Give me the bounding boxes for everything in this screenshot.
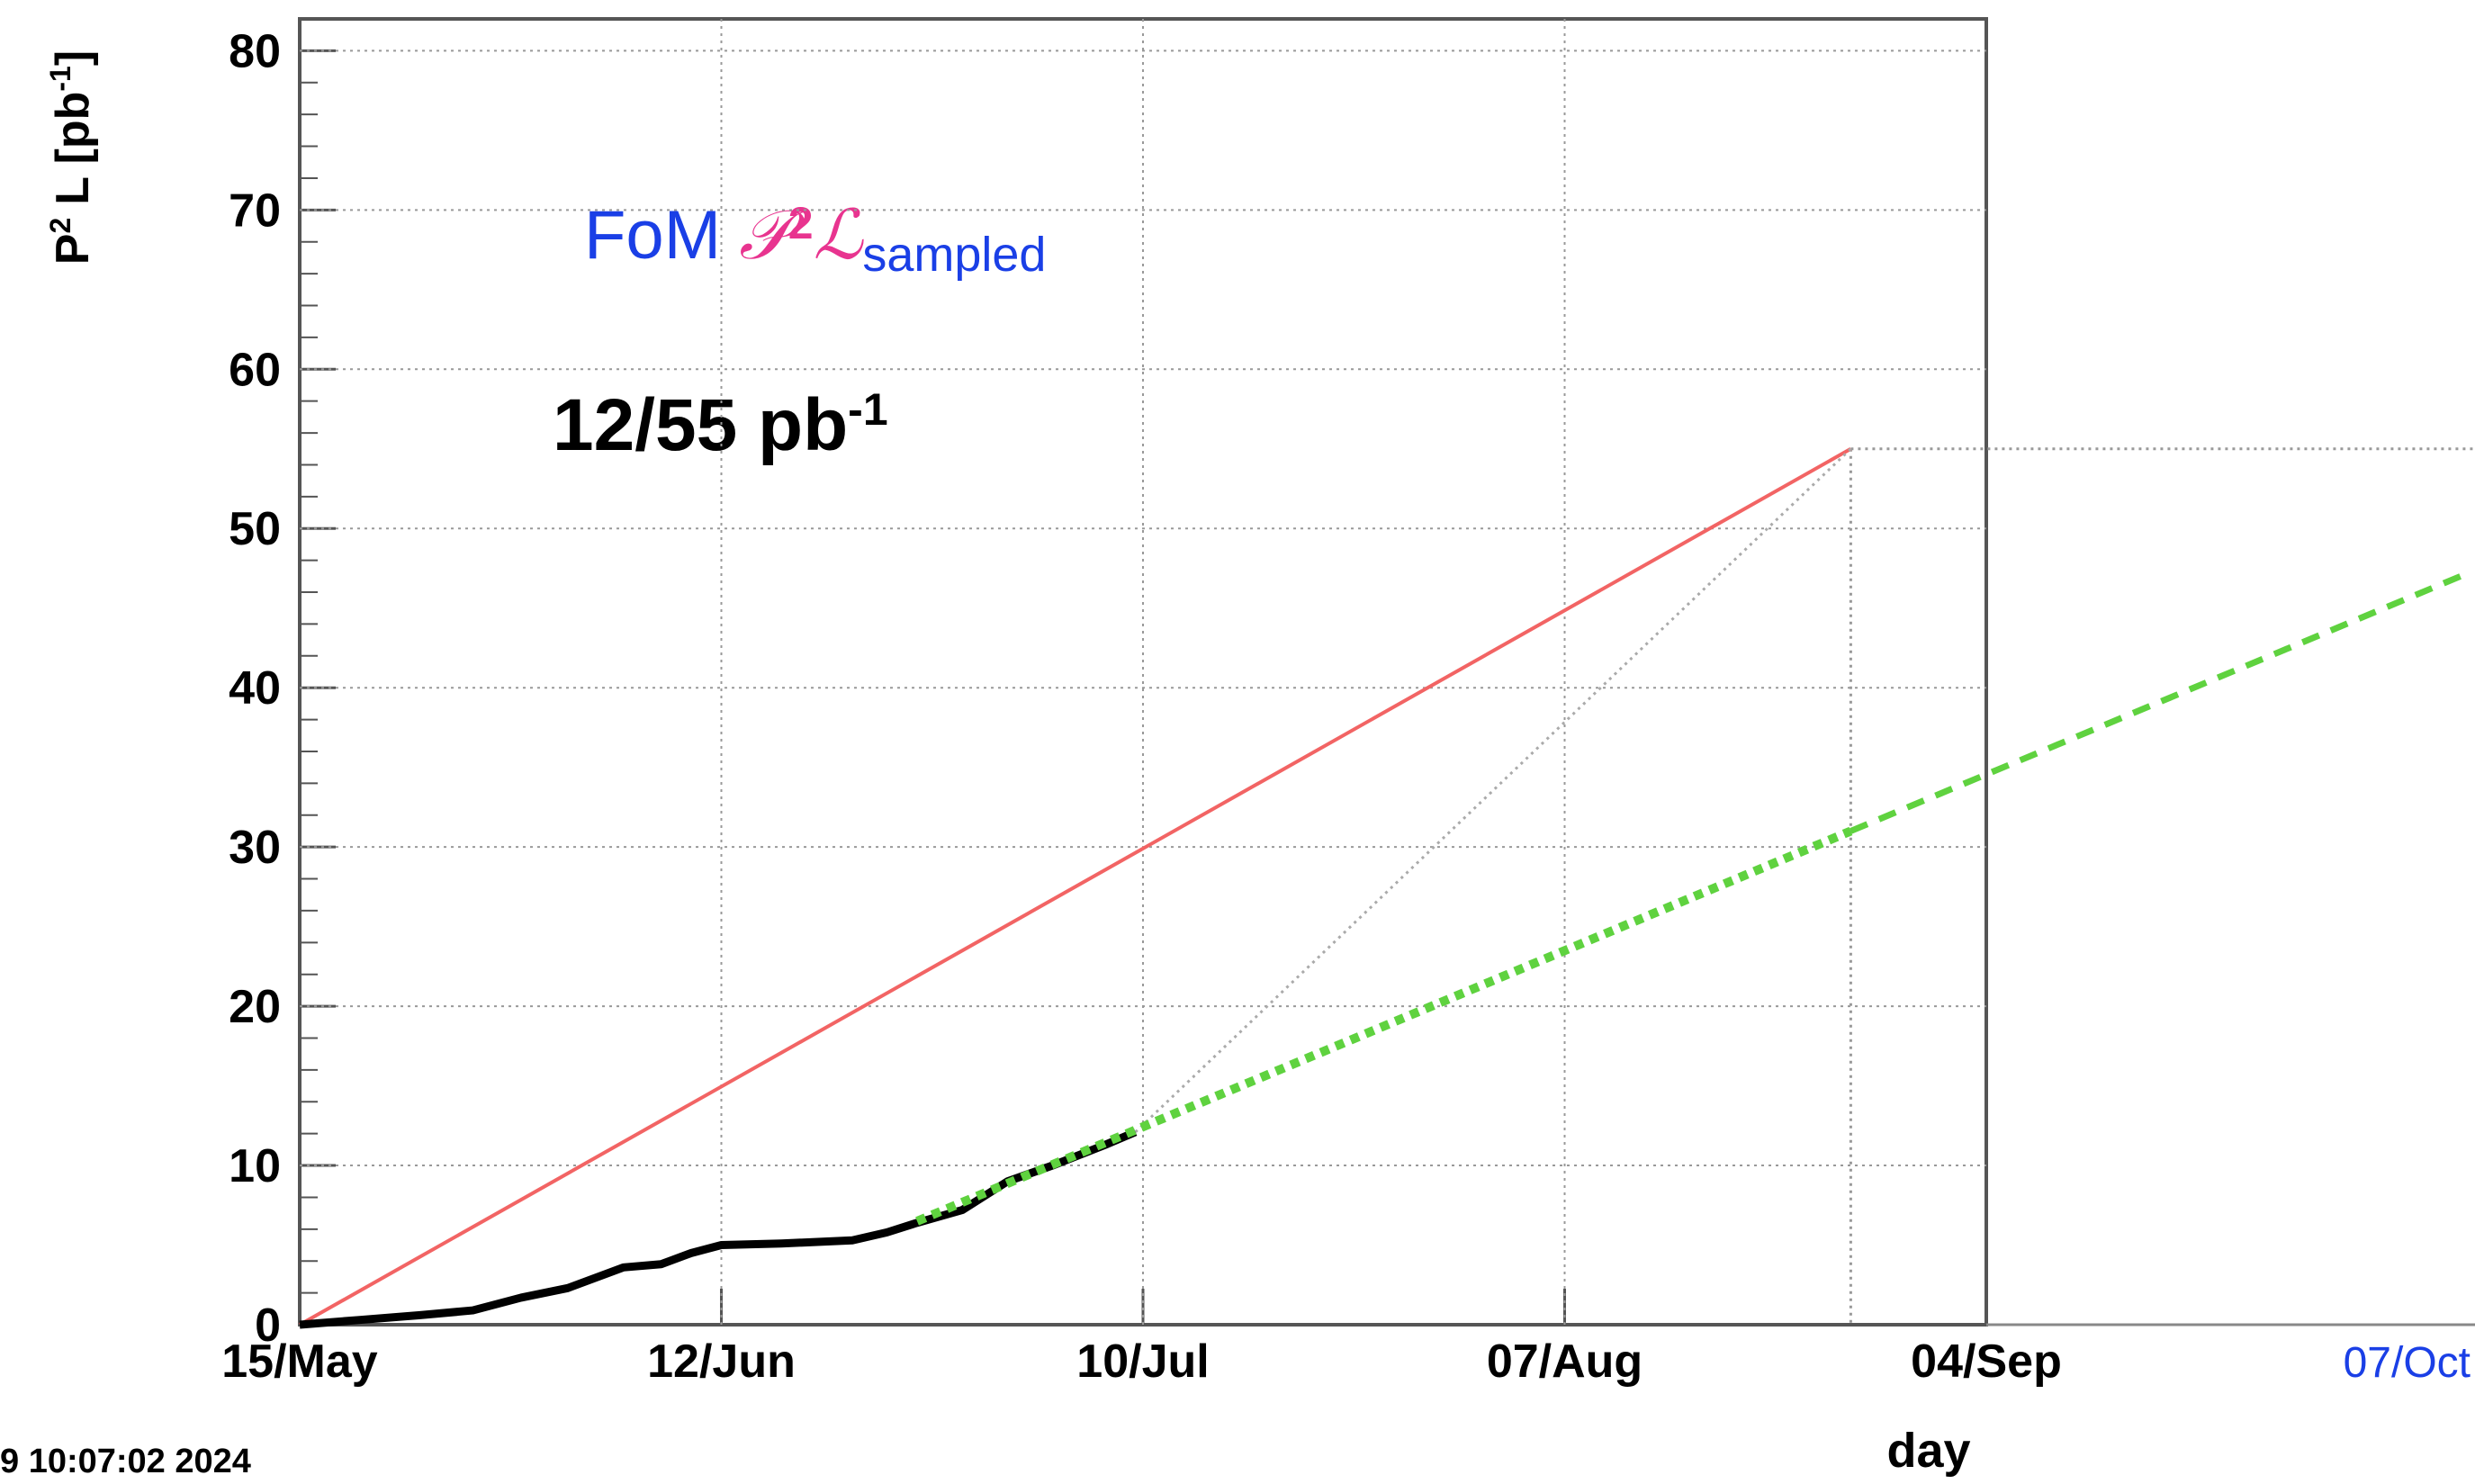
series-line (1850, 570, 2470, 834)
y-tick-label: 40 (229, 662, 281, 715)
x-tick-label: 12/Jun (647, 1336, 796, 1388)
timestamp: 9 10:07:02 2024 (0, 1443, 251, 1480)
x-tick-label: 07/Oct (2344, 1339, 2470, 1387)
fom-text: FoM (584, 197, 721, 274)
fom-symbol: ℒ (814, 194, 865, 274)
annotation-total: 12/55 pb-1 (553, 384, 888, 466)
x-tick-label: 04/Sep (1911, 1336, 2062, 1388)
y-tick-label: 10 (229, 1140, 281, 1192)
y-label-part: P (47, 234, 99, 265)
total-superscript: -1 (848, 384, 887, 435)
x-axis-label: day (1886, 1424, 1970, 1478)
y-tick-label: 0 (255, 1300, 281, 1352)
y-tick-label: 30 (229, 822, 281, 874)
y-label-part: ] (47, 50, 99, 66)
y-tick-label: 50 (229, 503, 281, 555)
total-text: 12/55 pb (553, 384, 848, 466)
y-label-part: -1 (44, 66, 76, 91)
annotation-fom: FoM 𝒫2ℒsampled (584, 194, 1046, 282)
series-line (299, 1128, 1138, 1329)
x-tick-label: 07/Aug (1487, 1336, 1642, 1388)
y-tick-label: 70 (229, 184, 281, 237)
y-tick-label: 20 (229, 981, 281, 1033)
fom-subscript: sampled (862, 228, 1046, 282)
y-tick-label: 60 (229, 344, 281, 396)
series-line (299, 447, 1852, 1327)
x-tick-label: 10/Jul (1076, 1336, 1209, 1388)
y-label-part: L [pb (47, 92, 99, 205)
y-tick-label: 80 (229, 25, 281, 77)
fom-symbol: 2 (788, 198, 814, 248)
y-label-part: 2 (44, 218, 76, 234)
x-tick-label: 15/May (221, 1336, 378, 1388)
series-line (915, 826, 1853, 1226)
y-axis-label: P2 L [pb-1] (44, 50, 99, 265)
